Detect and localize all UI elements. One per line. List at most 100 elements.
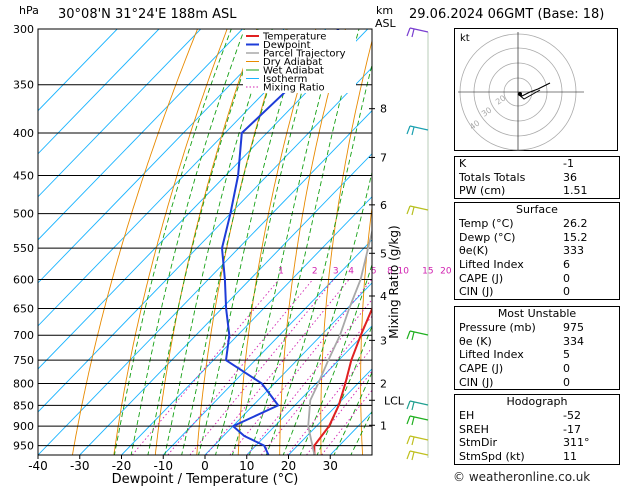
row-value: 0 <box>563 285 570 299</box>
mixing-ratio-axis-label: Mixing Ratio (g/kg) <box>387 225 401 338</box>
table-row: CIN (J) 0 <box>455 285 619 299</box>
x-axis-label: Dewpoint / Temperature (°C) <box>112 472 299 486</box>
hodograph-kt-label: kt <box>460 33 470 44</box>
isotherm-line <box>38 29 369 370</box>
dry-adiabat-line <box>360 203 372 455</box>
table-row: Pressure (mb) 975 <box>455 321 619 335</box>
surface-title: Surface <box>516 203 558 216</box>
table-row: θe(K) 333 <box>455 244 619 258</box>
dewpoint-profile <box>221 29 340 455</box>
hodograph-table-title: Hodograph <box>506 395 568 408</box>
temperature-tick-label: 30 <box>323 459 338 473</box>
mixing-ratio-label: 1 <box>278 267 284 277</box>
wind-barb <box>406 125 429 136</box>
isotherm-line <box>38 29 202 198</box>
row-value: 311° <box>563 436 590 450</box>
row-value: 26.2 <box>563 217 588 230</box>
location-label: 30°08'N 31°24'E 188m ASL <box>58 7 237 22</box>
pressure-tick-label: 550 <box>13 242 34 255</box>
row-value: 6 <box>563 258 570 272</box>
km-tick-label: 8 <box>380 103 387 116</box>
pressure-tick-label: 300 <box>13 23 34 36</box>
pressure-tick-label: 500 <box>13 208 34 221</box>
legend-label: Temperature <box>262 32 326 43</box>
row-value: 1.51 <box>563 184 588 198</box>
temperature-tick-label: -30 <box>70 459 90 473</box>
km-tick-label: 7 <box>380 151 387 164</box>
hodograph-storm-motion <box>518 92 522 96</box>
dry-adiabat-line <box>320 39 372 455</box>
temperature-tick-label: 10 <box>239 459 254 473</box>
temperature-tick-label: 20 <box>281 459 296 473</box>
mixing-ratio-label: 4 <box>348 267 354 277</box>
wind-barb <box>406 450 429 461</box>
wet-adiabat-line <box>164 29 273 455</box>
row-label: θe (K) <box>459 334 492 348</box>
legend-label: Mixing Ratio <box>263 83 325 94</box>
table-row: StmSpd (kt) 11 <box>455 450 619 464</box>
km-label: km <box>376 4 394 17</box>
table-row: CIN (J) 0 <box>455 376 619 390</box>
row-label: StmSpd (kt) <box>459 450 525 464</box>
footer-credit[interactable]: © weatheronline.co.uk <box>453 470 591 484</box>
indices-panel: K -1 Totals Totals 36 PW (cm) 1.51 <box>454 156 620 200</box>
wet-adiabat-line <box>181 29 288 455</box>
table-row: SREH -17 <box>455 423 619 437</box>
parcel-trajectory-profile <box>307 228 372 455</box>
pressure-tick-label: 450 <box>13 170 34 183</box>
mixing-ratio-label: 3 <box>333 267 339 277</box>
legend-box <box>243 30 356 93</box>
table-row: Dewp (°C) 15.2 <box>455 231 619 245</box>
row-value: 0 <box>563 271 570 285</box>
table-row: StmDir 311° <box>455 436 619 450</box>
km-tick-label: 2 <box>380 378 387 391</box>
mixing-ratio-line <box>167 279 314 455</box>
temperature-tick-label: -20 <box>112 459 132 473</box>
row-label: EH <box>459 409 475 422</box>
pressure-tick-label: 400 <box>13 127 34 140</box>
row-label: CAPE (J) <box>459 271 504 285</box>
wet-adiabat-line <box>265 63 372 455</box>
table-row: CAPE (J) 0 <box>455 362 619 376</box>
pressure-tick-label: 900 <box>13 420 34 433</box>
table-row: Lifted Index 6 <box>455 258 619 272</box>
legend-label: Dry Adiabat <box>263 57 322 68</box>
table-row: θe (K) 334 <box>455 335 619 349</box>
table-row: Lifted Index 5 <box>455 348 619 362</box>
row-label: Totals Totals <box>459 170 526 184</box>
row-label: Dewp (°C) <box>459 230 516 244</box>
pressure-tick-label: 700 <box>13 329 34 342</box>
skewt-profiles <box>221 29 372 455</box>
row-value: 333 <box>563 244 584 258</box>
isotherm-line <box>38 29 285 284</box>
mixing-ratio-label: 2 <box>312 267 318 277</box>
wind-barb <box>406 205 429 216</box>
row-value: 15.2 <box>563 230 588 244</box>
wet-adiabat-line <box>198 29 304 455</box>
row-label: Pressure (mb) <box>459 321 536 334</box>
wet-adiabat-line <box>333 371 372 455</box>
row-value: 0 <box>563 362 570 376</box>
wet-adiabat-line <box>282 170 372 455</box>
table-row: Totals Totals 36 <box>455 171 619 185</box>
row-value: 975 <box>563 321 584 334</box>
most-unstable-panel: Most Unstable Pressure (mb) 975 θe (K) 334 L… <box>454 306 620 391</box>
mixing-ratio-line <box>229 279 372 455</box>
isotherm-line <box>38 29 327 327</box>
km-tick-label: 1 <box>380 419 387 432</box>
row-label: K <box>459 157 467 170</box>
lcl-label: LCL <box>384 394 405 407</box>
row-label: Temp (°C) <box>459 217 514 230</box>
mixing-ratio-line <box>246 298 372 455</box>
row-label: CIN (J) <box>459 285 494 299</box>
dry-adiabat-line <box>113 29 228 455</box>
most-unstable-title: Most Unstable <box>497 307 577 320</box>
row-label: Lifted Index <box>459 348 524 362</box>
asl-label: ASL <box>375 17 396 30</box>
mixing-ratio-line <box>189 279 335 455</box>
temperature-profile <box>313 306 372 455</box>
pressure-unit-label: hPa <box>19 4 39 17</box>
